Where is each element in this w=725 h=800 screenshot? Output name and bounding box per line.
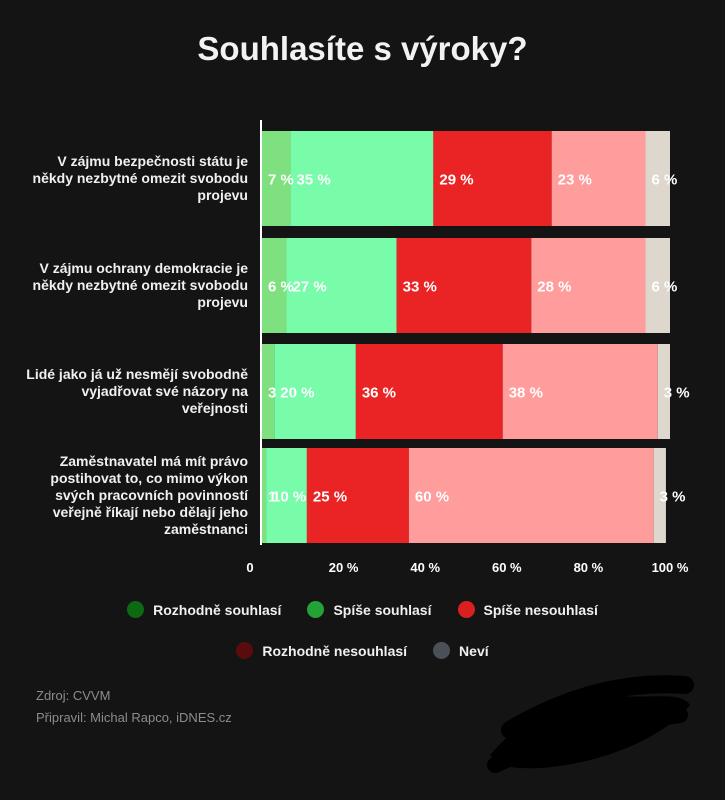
bar-value-label: 27 %	[292, 279, 326, 296]
legend-label: Rozhodně souhlasí	[153, 601, 282, 618]
row-label: Lidé jako já už nesmějí svobodně vyjadřo…	[26, 366, 248, 416]
legend-swatch	[127, 601, 145, 618]
legend-swatch	[307, 601, 325, 618]
bar-segment	[645, 131, 670, 226]
legend-item: Spíše souhlasí	[307, 601, 432, 618]
legend-label: Spíše nesouhlasí	[483, 601, 598, 618]
bar-value-label: 20 %	[280, 385, 314, 402]
x-tick-label: 20 %	[329, 560, 359, 575]
bar-segment	[408, 448, 654, 543]
bar-value-label: 33 %	[403, 279, 437, 296]
bar-value-label: 1	[268, 489, 276, 506]
legend-row: Rozhodně nesouhlasí Neví	[0, 642, 725, 659]
bar-segment	[355, 344, 503, 439]
bar-segment	[551, 131, 646, 226]
bar-value-label: 35 %	[297, 172, 331, 189]
bar-value-label: 23 %	[558, 172, 592, 189]
bar-segment	[262, 448, 267, 543]
bar-segment	[274, 344, 356, 439]
legend-item: Neví	[433, 642, 489, 659]
redaction-scribble	[487, 675, 694, 773]
bar-value-label: 28 %	[537, 279, 571, 296]
bar-segment	[657, 344, 670, 439]
bar-value-label: 6 %	[652, 172, 678, 189]
legend-label: Spíše souhlasí	[333, 601, 432, 618]
x-tick-label: 0	[246, 560, 253, 575]
bar-segment	[653, 448, 666, 543]
bar-segment	[262, 344, 275, 439]
bar-value-label: 25 %	[313, 489, 347, 506]
bar-value-label: 7 %	[268, 172, 294, 189]
bar-segment	[290, 131, 434, 226]
legend-swatch	[457, 601, 475, 618]
bar-segment	[433, 131, 552, 226]
author-note: Připravil: Michal Rapco, iDNES.cz	[36, 710, 232, 725]
bar-value-label: 6 %	[652, 279, 678, 296]
bar-value-label: 3	[268, 385, 276, 402]
bar-segment	[531, 238, 646, 333]
bar-segment	[266, 448, 307, 543]
bar-value-label: 36 %	[362, 385, 396, 402]
bar-segment	[502, 344, 658, 439]
bar-segment	[262, 238, 287, 333]
legend-item: Spíše nesouhlasí	[457, 601, 598, 618]
legend-row: Rozhodně souhlasí Spíše souhlasí Spíše nes…	[0, 601, 725, 618]
bar-value-label: 6 %	[268, 279, 294, 296]
legend-label: Rozhodně nesouhlasí	[262, 642, 408, 659]
bar-value-label: 60 %	[415, 489, 449, 506]
x-tick-label: 80 %	[574, 560, 604, 575]
bar-value-label: 10 %	[272, 489, 306, 506]
row-label: V zájmu ochrany demokracie je někdy nezb…	[32, 260, 248, 310]
bar-segment	[645, 238, 670, 333]
source-note: Zdroj: CVVM	[36, 688, 111, 703]
legend-item: Rozhodně souhlasí	[127, 601, 281, 618]
bar-value-label: 29 %	[439, 172, 473, 189]
bar-segment	[286, 238, 397, 333]
row-label: Zaměstnavatel má mít právo postihovat to…	[50, 453, 248, 537]
legend-label: Neví	[459, 642, 489, 659]
bar-segment	[262, 131, 291, 226]
bar-segment	[306, 448, 409, 543]
x-tick-label: 100 %	[652, 560, 689, 575]
legend-swatch	[236, 642, 254, 659]
x-tick-label: 60 %	[492, 560, 522, 575]
chart-title: Souhlasíte s výroky?	[197, 30, 528, 67]
legend-item: Rozhodně nesouhlasí	[236, 642, 407, 659]
bar-value-label: 3 %	[664, 385, 690, 402]
x-tick-label: 40 %	[410, 560, 440, 575]
legend-swatch	[433, 642, 451, 659]
bar-value-label: 38 %	[509, 385, 543, 402]
row-label: V zájmu bezpečnosti státu je někdy nezby…	[32, 153, 248, 203]
bar-value-label: 3 %	[660, 489, 686, 506]
bar-segment	[396, 238, 532, 333]
